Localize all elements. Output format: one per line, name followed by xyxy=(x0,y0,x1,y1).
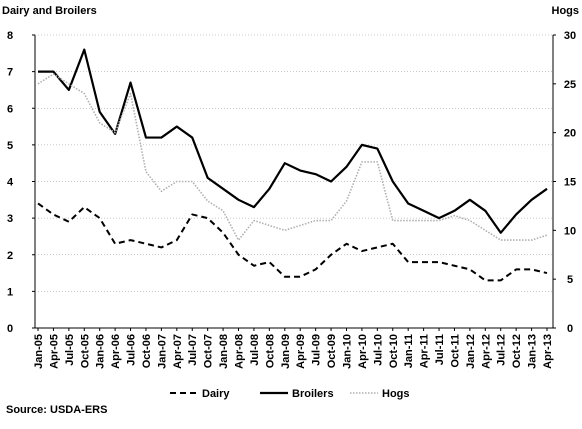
x-tick-label: Jan-06 xyxy=(95,334,107,369)
x-tick-label: Jul-09 xyxy=(311,334,323,366)
data-line xyxy=(38,48,548,234)
y-tick-label: 5 xyxy=(7,140,13,152)
x-tick-label: Jul-05 xyxy=(64,334,76,366)
y2-tick-label: 25 xyxy=(564,79,576,91)
x-tick-label: Apr-12 xyxy=(480,334,492,369)
x-tick-label: Jan-13 xyxy=(527,334,539,369)
x-tick-label: Oct-12 xyxy=(511,334,523,368)
x-tick-label: Jul-10 xyxy=(372,334,384,366)
y-tick-label: 3 xyxy=(7,213,13,225)
data-line xyxy=(37,202,548,282)
x-tick-label: Jan-12 xyxy=(465,334,477,369)
y2-tick-label: 0 xyxy=(567,323,573,335)
x-tick-label: Jan-09 xyxy=(280,334,292,369)
x-tick-label: Oct-10 xyxy=(388,334,400,368)
x-tick-label: Jan-05 xyxy=(33,334,45,369)
chart-title: Dairy and Broilers xyxy=(2,5,97,17)
x-tick-label: Jan-08 xyxy=(218,334,230,369)
x-tick-label: Jan-07 xyxy=(156,334,168,369)
data-line xyxy=(37,73,548,241)
x-tick-label: Apr-05 xyxy=(48,334,60,369)
x-tick-label: Jul-08 xyxy=(249,334,261,366)
x-tick-label: Jul-07 xyxy=(187,334,199,366)
x-tick-label: Oct-07 xyxy=(203,334,215,368)
x-tick-label: Oct-09 xyxy=(326,334,338,368)
x-tick-label: Jan-11 xyxy=(403,334,415,368)
x-tick-label: Apr-11 xyxy=(419,334,431,368)
x-tick-label: Oct-11 xyxy=(449,334,461,368)
y-tick-label: 8 xyxy=(7,30,13,42)
x-tick-label: Apr-09 xyxy=(295,334,307,369)
x-tick-label: Apr-10 xyxy=(357,334,369,369)
y-tick-label: 7 xyxy=(7,67,13,79)
y-tick-label: 1 xyxy=(7,286,13,298)
source-note: Source: USDA-ERS xyxy=(6,404,107,416)
legend-label: Dairy xyxy=(202,388,230,400)
y-tick-label: 4 xyxy=(7,177,14,189)
x-tick-label: Oct-06 xyxy=(141,334,153,368)
x-tick-label: Oct-05 xyxy=(79,334,91,368)
x-tick-label: Jan-10 xyxy=(341,334,353,369)
x-tick-label: Apr-13 xyxy=(542,334,554,369)
y2-tick-label: 15 xyxy=(564,177,576,189)
y-tick-label: 6 xyxy=(7,103,13,115)
x-tick-label: Apr-07 xyxy=(172,334,184,369)
y-tick-label: 2 xyxy=(7,250,13,262)
x-tick-label: Jul-11 xyxy=(434,334,446,365)
y2-axis-title: Hogs xyxy=(552,5,580,17)
x-tick-label: Oct-08 xyxy=(264,334,276,368)
x-tick-label: Apr-06 xyxy=(110,334,122,369)
x-tick-label: Apr-08 xyxy=(234,334,246,369)
y-tick-label: 0 xyxy=(7,323,13,335)
y2-tick-label: 30 xyxy=(564,30,576,42)
y2-tick-label: 5 xyxy=(567,274,573,286)
x-tick-label: Jul-06 xyxy=(126,334,138,366)
legend-label: Hogs xyxy=(382,388,410,400)
y2-tick-label: 20 xyxy=(564,128,576,140)
legend-label: Broilers xyxy=(292,388,334,400)
y2-tick-label: 10 xyxy=(564,225,576,237)
x-tick-label: Jul-12 xyxy=(496,334,508,366)
